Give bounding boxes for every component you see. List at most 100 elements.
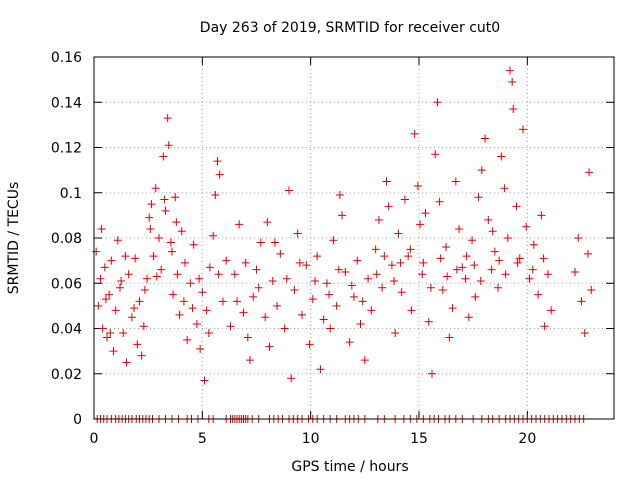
x-tick-label: 15 xyxy=(410,431,428,447)
data-point xyxy=(495,256,504,265)
data-point xyxy=(525,274,534,283)
data-point xyxy=(396,258,405,267)
data-point xyxy=(94,301,103,310)
data-point xyxy=(442,243,451,252)
data-point xyxy=(426,283,435,292)
data-point xyxy=(256,238,265,247)
data-point xyxy=(488,227,497,236)
data-point xyxy=(421,209,430,218)
data-point xyxy=(418,270,427,279)
data-point xyxy=(96,274,105,283)
data-point xyxy=(497,152,506,161)
data-point xyxy=(424,317,433,326)
data-point xyxy=(332,301,341,310)
data-point xyxy=(192,319,201,328)
data-point xyxy=(529,240,538,249)
data-point xyxy=(484,215,493,224)
data-point xyxy=(140,286,149,295)
data-point xyxy=(471,292,480,301)
data-point xyxy=(111,306,120,315)
data-point xyxy=(103,333,111,342)
data-point xyxy=(462,252,471,261)
data-point xyxy=(105,290,114,299)
data-point xyxy=(133,340,142,349)
data-point xyxy=(282,274,291,283)
data-point xyxy=(195,274,204,283)
data-point xyxy=(145,213,154,222)
data-point xyxy=(372,270,381,279)
data-point xyxy=(407,306,416,315)
data-point xyxy=(305,340,314,349)
data-point xyxy=(358,297,367,306)
data-point xyxy=(202,306,211,315)
data-point xyxy=(166,238,175,247)
data-point xyxy=(204,329,213,338)
data-point xyxy=(106,329,115,338)
data-point xyxy=(214,270,223,279)
data-point xyxy=(410,129,419,138)
data-point xyxy=(113,236,122,245)
data-point xyxy=(261,313,270,322)
data-point xyxy=(130,304,139,313)
data-point xyxy=(222,256,231,265)
data-point xyxy=(233,297,241,306)
data-point xyxy=(451,177,460,186)
data-point xyxy=(215,170,224,179)
data-point xyxy=(461,274,470,283)
data-point xyxy=(137,351,146,360)
data-point xyxy=(326,324,335,333)
data-point xyxy=(173,270,182,279)
data-point xyxy=(540,322,549,331)
data-point xyxy=(159,152,168,161)
data-point xyxy=(293,229,302,238)
y-tick-label: 0 xyxy=(73,412,82,428)
data-point xyxy=(500,184,509,193)
data-point xyxy=(513,258,522,267)
data-point xyxy=(455,224,464,233)
data-point xyxy=(116,283,124,292)
data-point xyxy=(249,292,258,301)
y-tick-label: 0.02 xyxy=(51,367,82,383)
data-point xyxy=(109,347,118,356)
data-point xyxy=(186,279,195,288)
y-tick-label: 0.08 xyxy=(51,231,82,247)
data-point xyxy=(400,195,409,204)
y-axis-label: SRMTID / TECUs xyxy=(6,182,22,295)
y-tick-label: 0.06 xyxy=(51,276,82,292)
data-point xyxy=(179,297,188,306)
data-point xyxy=(335,191,344,200)
data-point xyxy=(539,254,548,263)
data-point xyxy=(515,254,524,263)
data-point xyxy=(280,324,289,333)
data-point xyxy=(230,270,239,279)
data-point xyxy=(347,281,356,290)
data-point xyxy=(243,333,252,342)
data-point xyxy=(164,141,173,150)
data-point xyxy=(131,254,140,263)
data-point xyxy=(316,365,325,374)
data-point xyxy=(585,168,594,177)
data-point xyxy=(218,297,227,306)
data-point xyxy=(382,177,391,186)
data-point xyxy=(198,288,207,297)
data-point xyxy=(298,310,306,319)
data-point xyxy=(161,206,170,215)
x-tick-label: 5 xyxy=(198,431,207,447)
data-point xyxy=(163,114,172,123)
data-point xyxy=(139,322,148,331)
data-point xyxy=(341,267,350,276)
data-point xyxy=(380,252,389,261)
data-point xyxy=(394,229,403,238)
data-point xyxy=(92,247,101,256)
data-point xyxy=(319,315,328,324)
data-point xyxy=(537,211,546,220)
data-point xyxy=(452,265,461,274)
data-point xyxy=(285,186,293,195)
data-point xyxy=(329,236,338,245)
data-point xyxy=(188,304,197,313)
data-point xyxy=(433,98,442,107)
data-point xyxy=(391,329,400,338)
data-point xyxy=(435,197,444,206)
data-point xyxy=(468,236,477,245)
